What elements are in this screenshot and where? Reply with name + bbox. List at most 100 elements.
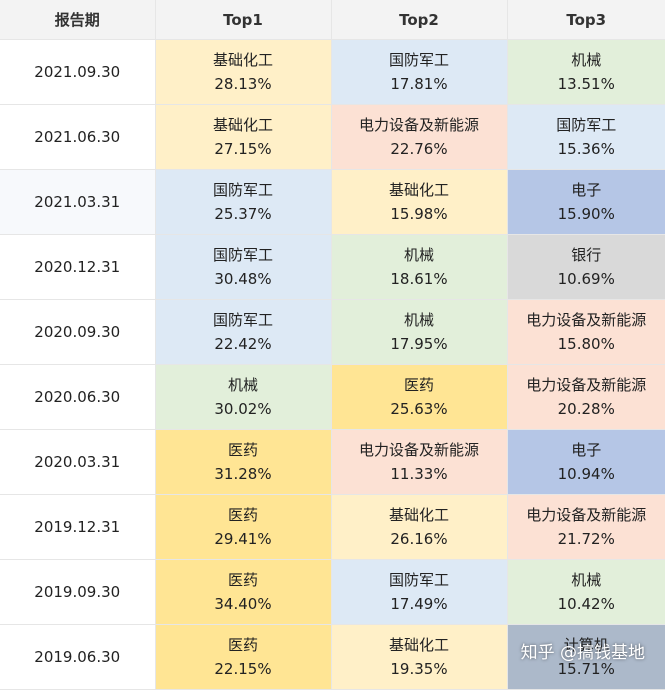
industry-weight: 11.33% xyxy=(332,462,507,486)
industry-weight: 17.49% xyxy=(332,592,507,616)
industry-name: 基础化工 xyxy=(332,178,507,202)
industry-name: 医药 xyxy=(156,503,331,527)
watermark: 知乎 @搞钱基地 xyxy=(521,638,645,663)
report-date-cell: 2020.06.30 xyxy=(0,365,155,430)
industry-weight: 28.13% xyxy=(156,72,331,96)
report-date-cell: 2021.09.30 xyxy=(0,40,155,105)
industry-weight: 13.51% xyxy=(508,72,665,96)
industry-weight: 34.40% xyxy=(156,592,331,616)
industry-name: 医药 xyxy=(156,633,331,657)
industry-name: 电力设备及新能源 xyxy=(508,308,665,332)
industry-name: 医药 xyxy=(156,568,331,592)
industry-weight: 29.41% xyxy=(156,527,331,551)
industry-weight: 17.95% xyxy=(332,332,507,356)
industry-weight: 27.15% xyxy=(156,137,331,161)
report-date-cell: 2020.09.30 xyxy=(0,300,155,365)
industry-name: 机械 xyxy=(332,243,507,267)
industry-name: 国防军工 xyxy=(156,243,331,267)
industry-weight: 21.72% xyxy=(508,527,665,551)
industry-weight: 15.80% xyxy=(508,332,665,356)
industry-name: 国防军工 xyxy=(156,308,331,332)
industry-weight: 15.90% xyxy=(508,202,665,226)
industry-weight: 15.36% xyxy=(508,137,665,161)
industry-name: 基础化工 xyxy=(156,113,331,137)
industry-name: 银行 xyxy=(508,243,665,267)
industry-weight: 15.98% xyxy=(332,202,507,226)
industry-weight: 10.42% xyxy=(508,592,665,616)
industry-name: 医药 xyxy=(156,438,331,462)
industry-name: 电子 xyxy=(508,178,665,202)
industry-name: 电力设备及新能源 xyxy=(332,113,507,137)
report-date-cell: 2021.06.30 xyxy=(0,105,155,170)
industry-weight: 20.28% xyxy=(508,397,665,421)
report-date-cell: 2019.09.30 xyxy=(0,560,155,625)
industry-name: 基础化工 xyxy=(332,503,507,527)
industry-name: 国防军工 xyxy=(332,568,507,592)
report-date-cell: 2020.12.31 xyxy=(0,235,155,300)
industry-weight: 26.16% xyxy=(332,527,507,551)
industry-name: 基础化工 xyxy=(156,48,331,72)
industry-weight: 22.76% xyxy=(332,137,507,161)
industry-name: 国防军工 xyxy=(508,113,665,137)
industry-name: 机械 xyxy=(508,48,665,72)
industry-weight: 10.94% xyxy=(508,462,665,486)
industry-name: 电力设备及新能源 xyxy=(332,438,507,462)
industry-weight: 18.61% xyxy=(332,267,507,291)
industry-name: 基础化工 xyxy=(332,633,507,657)
industry-name: 机械 xyxy=(332,308,507,332)
header-date: 报告期 xyxy=(0,0,155,40)
header-top1: Top1 xyxy=(155,0,331,40)
industry-name: 电子 xyxy=(508,438,665,462)
report-date-cell: 2019.12.31 xyxy=(0,495,155,560)
industry-name: 机械 xyxy=(508,568,665,592)
header-top3: Top3 xyxy=(507,0,665,40)
industry-name: 国防军工 xyxy=(332,48,507,72)
industry-name: 电力设备及新能源 xyxy=(508,373,665,397)
industry-weight: 22.15% xyxy=(156,657,331,681)
industry-name: 国防军工 xyxy=(156,178,331,202)
report-date-cell: 2019.06.30 xyxy=(0,625,155,690)
industry-name: 电力设备及新能源 xyxy=(508,503,665,527)
industry-weight: 22.42% xyxy=(156,332,331,356)
industry-name: 机械 xyxy=(156,373,331,397)
industry-weight: 10.69% xyxy=(508,267,665,291)
industry-weight: 19.35% xyxy=(332,657,507,681)
